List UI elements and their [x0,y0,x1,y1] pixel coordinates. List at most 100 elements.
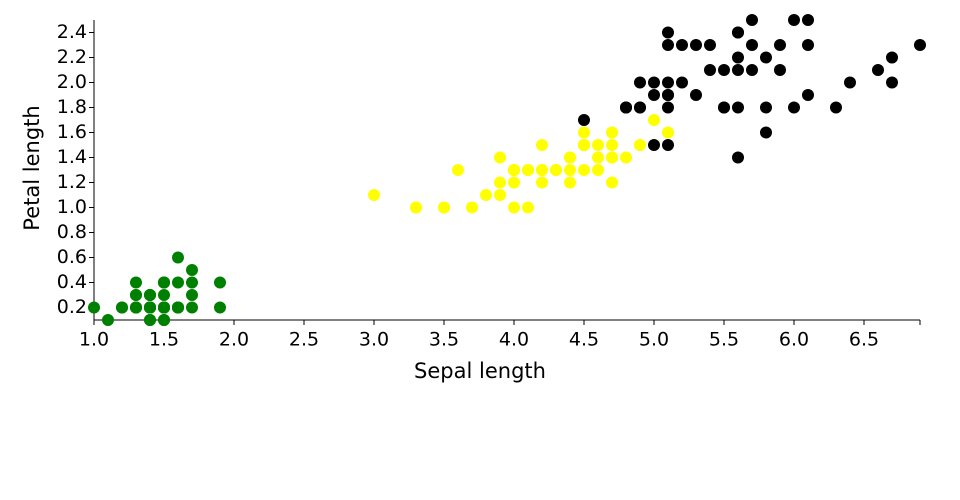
point [704,64,716,76]
point [116,301,128,314]
point [130,289,142,301]
point [774,64,786,76]
point [144,289,156,301]
x-tick-label: 3.0 [359,329,389,351]
point [606,151,618,164]
point [130,276,142,289]
x-tick-label: 5.5 [709,329,739,351]
point [452,164,464,176]
point [676,76,688,89]
point [704,39,716,51]
y-axis-title: Petal length [20,105,44,230]
point [760,51,772,64]
point [494,189,506,201]
point [158,289,170,301]
point [158,301,170,314]
point [186,264,198,276]
point [158,314,170,326]
x-tick-label: 6.0 [779,329,809,351]
point [214,301,226,314]
point [844,76,856,89]
point [662,101,674,114]
y-tick-label: 1.0 [57,196,87,218]
point [578,164,590,176]
point [606,176,618,189]
y-tick-label: 1.4 [57,146,87,168]
y-tick-label: 1.2 [57,171,87,193]
point [536,176,548,189]
point [886,76,898,89]
point [648,76,660,89]
point [578,139,590,151]
point [578,126,590,139]
point [648,114,660,126]
point [788,14,800,26]
point [746,64,758,76]
point [802,89,814,101]
point [746,39,758,51]
point [144,314,156,326]
point [914,39,926,51]
point [130,301,142,314]
point [102,314,114,326]
point [522,201,534,214]
x-tick-label: 3.5 [429,329,459,351]
point [564,151,576,164]
x-tick-label: 6.5 [849,329,879,351]
point [508,176,520,189]
point [158,276,170,289]
y-tick-label: 2.0 [57,71,87,93]
point [760,101,772,114]
point [662,26,674,39]
point [676,39,688,51]
point [760,126,772,139]
point [592,164,604,176]
point [536,164,548,176]
point [494,151,506,164]
x-tick-label: 1.0 [79,329,109,351]
x-tick-label: 4.5 [569,329,599,351]
point [732,101,744,114]
point [592,151,604,164]
point [172,251,184,264]
point [662,139,674,151]
y-tick-label: 0.8 [57,221,87,243]
point [634,139,646,151]
point [522,164,534,176]
point [732,151,744,164]
point [648,89,660,101]
point [788,101,800,114]
point [368,189,380,201]
y-tick-label: 1.8 [57,96,87,118]
point [606,139,618,151]
x-tick-label: 2.0 [219,329,249,351]
point [662,126,674,139]
point [718,101,730,114]
y-tick-label: 0.6 [57,246,87,268]
point [480,189,492,201]
point [508,201,520,214]
point [214,276,226,289]
point [564,176,576,189]
point [172,276,184,289]
point [564,164,576,176]
point [830,101,842,114]
point [886,51,898,64]
point [718,64,730,76]
point [494,176,506,189]
point [186,276,198,289]
point [410,201,422,214]
point [536,139,548,151]
point [186,301,198,314]
y-tick-label: 2.4 [57,21,87,43]
y-tick-label: 2.2 [57,46,87,68]
point [648,139,660,151]
point [578,114,590,126]
point [466,201,478,214]
point [662,39,674,51]
x-tick-label: 5.0 [639,329,669,351]
point [872,64,884,76]
point [634,76,646,89]
point [690,89,702,101]
point [88,301,100,314]
